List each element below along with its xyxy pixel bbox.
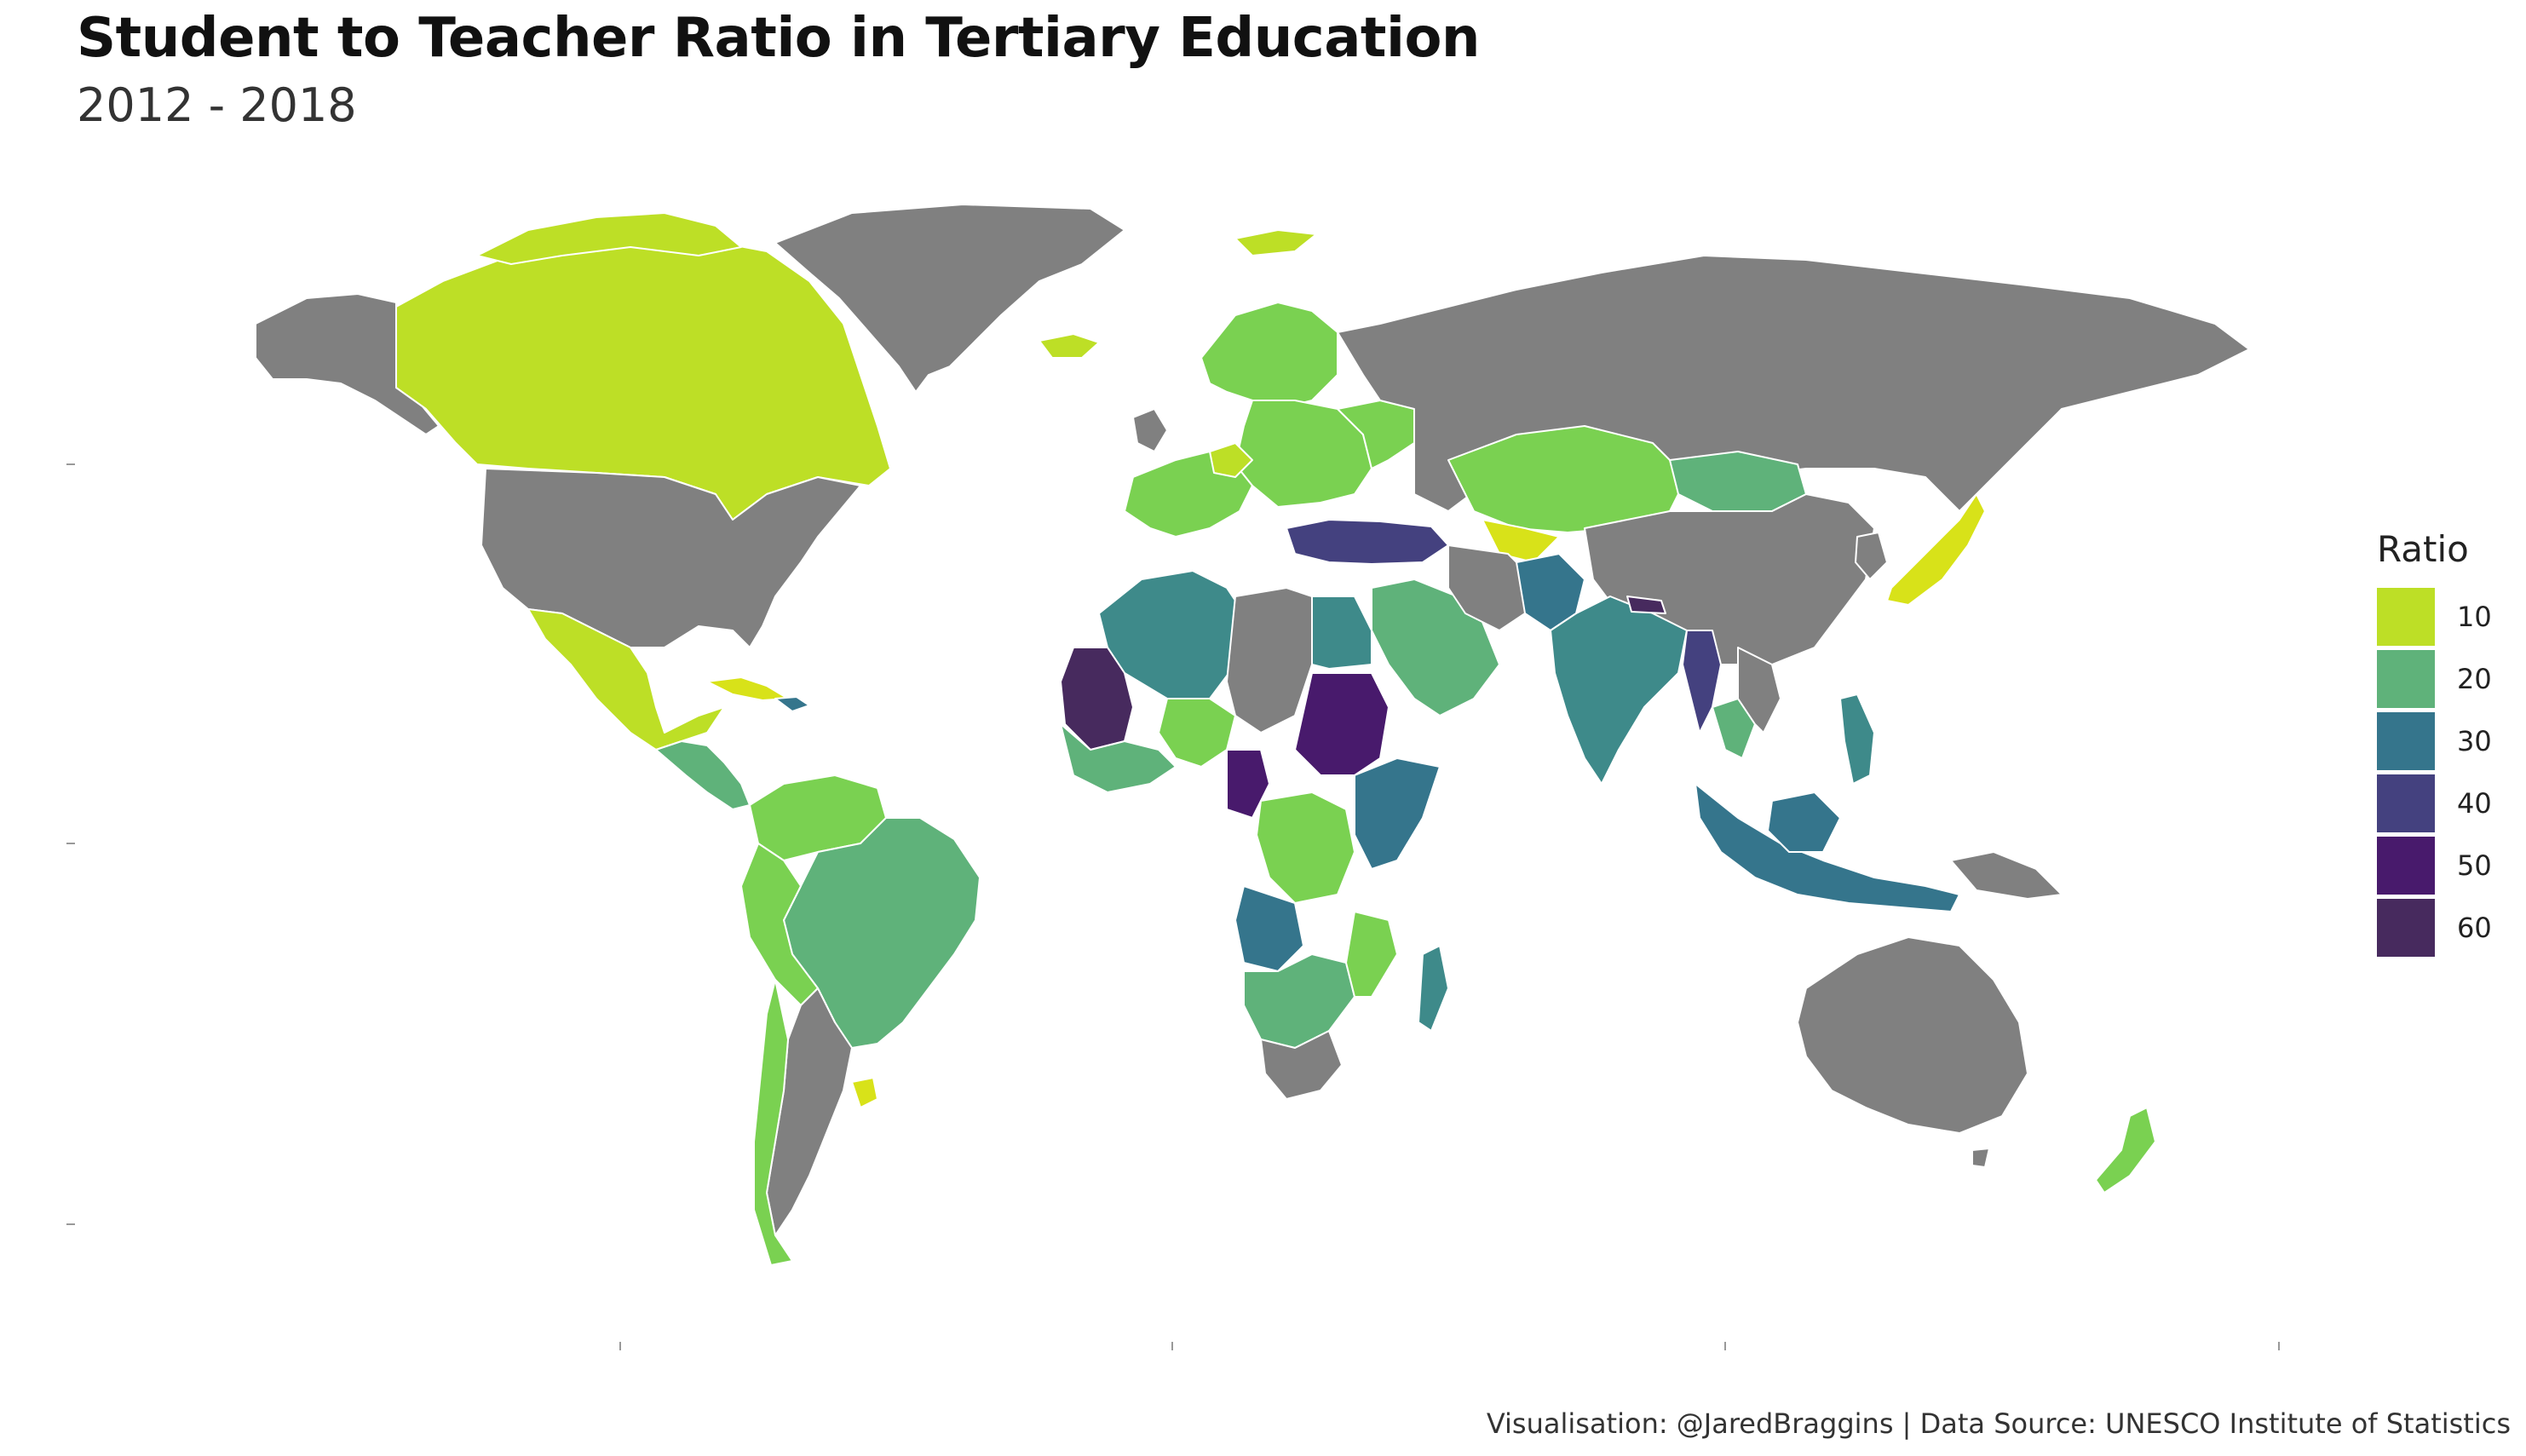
region-madagascar <box>1418 945 1449 1032</box>
legend-swatch <box>2377 711 2435 770</box>
countries-layer <box>255 204 2250 1266</box>
region-chile <box>753 979 793 1266</box>
legend-item: 10 <box>2377 585 2522 647</box>
region-canada-islands <box>476 212 742 265</box>
region-central-america <box>655 740 751 810</box>
legend-swatch <box>2377 649 2435 708</box>
legend-label: 30 <box>2457 724 2492 757</box>
region-uzbekistan <box>1482 519 1560 563</box>
region-thailand <box>1712 698 1756 759</box>
legend-label: 40 <box>2457 786 2492 820</box>
region-philippines <box>1839 693 1875 785</box>
legend-label: 50 <box>2457 849 2492 882</box>
legend-item: 50 <box>2377 834 2522 896</box>
iran <box>1447 544 1534 631</box>
libya-chad <box>1226 587 1313 734</box>
region-india <box>1550 596 1688 785</box>
region-mozambique <box>1345 911 1398 998</box>
korea <box>1855 532 1888 580</box>
region-scandinavia <box>1200 302 1338 410</box>
map-legend: Ratio 10 20 30 40 50 60 <box>2377 528 2522 958</box>
region-myanmar <box>1682 630 1722 734</box>
map-title: Student to Teacher Ratio in Tertiary Edu… <box>77 7 1480 70</box>
region-turkey <box>1286 519 1449 565</box>
region-niger-nigeria <box>1158 698 1236 768</box>
legend-item: 20 <box>2377 647 2522 710</box>
region-greenland-north-islands <box>1234 229 1317 256</box>
greenland <box>774 204 1125 393</box>
region-uruguay <box>851 1077 878 1108</box>
legend-label: 20 <box>2457 662 2492 695</box>
tasmania <box>1971 1148 1990 1168</box>
region-southern-africa <box>1243 953 1355 1049</box>
axis-ticks <box>66 463 2280 1350</box>
region-east-africa <box>1354 757 1441 870</box>
map-subtitle: 2012 - 2018 <box>77 78 357 132</box>
region-west-africa-coast <box>1060 723 1177 793</box>
region-cuba <box>706 676 789 701</box>
region-new-zealand <box>2095 1107 2156 1194</box>
legend-item: 60 <box>2377 896 2522 958</box>
indochina <box>1737 647 1781 734</box>
region-mexico <box>527 608 725 751</box>
region-nepal <box>1626 596 1666 614</box>
legend-title: Ratio <box>2377 528 2469 570</box>
australia <box>1797 936 2028 1134</box>
source-caption: Visualisation: @JaredBraggins | Data Sou… <box>1486 1407 2511 1440</box>
legend-item: 40 <box>2377 772 2522 834</box>
new-guinea <box>1950 851 2063 900</box>
legend-item: 30 <box>2377 710 2522 772</box>
region-egypt <box>1311 596 1372 670</box>
region-dr-congo <box>1256 791 1355 904</box>
legend-swatch <box>2377 587 2435 646</box>
legend-swatch <box>2377 836 2435 895</box>
region-japan <box>1886 493 1986 606</box>
region-sudan <box>1294 672 1390 776</box>
legend-label: 10 <box>2457 600 2492 633</box>
region-central-europe <box>1209 442 1253 478</box>
legend-items: 10 20 30 40 50 60 <box>2377 585 2522 958</box>
south-africa <box>1260 1030 1343 1100</box>
legend-swatch <box>2377 774 2435 832</box>
region-indonesia <box>1695 783 1960 912</box>
region-uk <box>1132 408 1168 452</box>
region-borneo <box>1767 791 1841 853</box>
region-iceland <box>1039 333 1100 359</box>
legend-label: 60 <box>2457 911 2492 944</box>
legend-swatch <box>2377 898 2435 957</box>
region-hispaniola <box>774 696 810 712</box>
alaska <box>255 293 440 435</box>
